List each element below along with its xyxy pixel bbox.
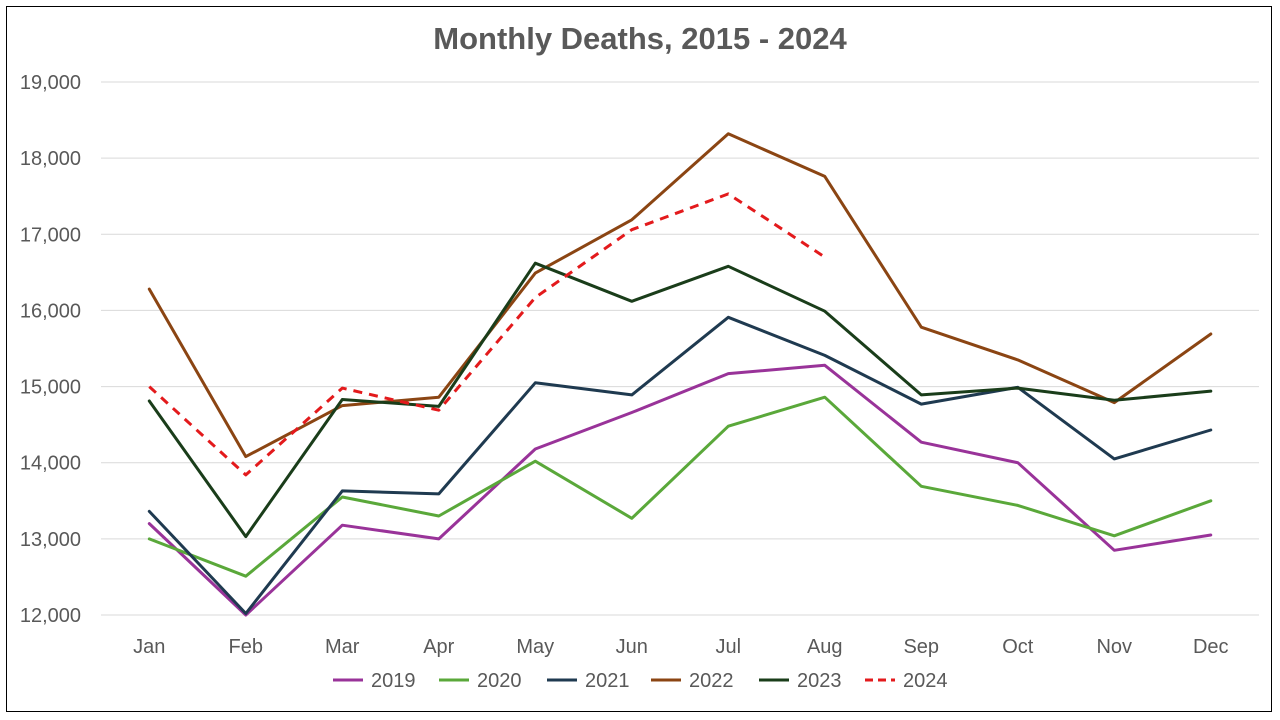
series-line-2019 [147, 363, 1213, 617]
series-line-2022 [147, 132, 1213, 459]
chart-frame: Monthly Deaths, 2015 - 2024 12,000 13,000… [6, 6, 1272, 712]
x-tick-label: Jul [715, 636, 741, 658]
legend-label: 2019 [371, 670, 416, 692]
legend-label: 2021 [585, 670, 630, 692]
series-line-2021 [147, 315, 1213, 615]
legend-label: 2023 [797, 670, 842, 692]
x-tick-label: Feb [229, 636, 263, 658]
line-chart: Monthly Deaths, 2015 - 2024 12,000 13,000… [20, 21, 1259, 692]
series-line-2024 [148, 192, 826, 477]
series-lines [147, 132, 1213, 617]
x-tick-label: Aug [807, 636, 843, 658]
y-tick-label: 16,000 [20, 300, 81, 322]
legend: 2019 2020 2021 2022 2023 2024 [333, 670, 948, 692]
y-tick-label: 15,000 [20, 377, 81, 399]
y-tick-label: 19,000 [20, 72, 81, 94]
x-tick-label: Nov [1096, 636, 1132, 658]
legend-label: 2022 [689, 670, 734, 692]
x-tick-label: May [516, 636, 554, 658]
x-tick-label: Apr [423, 636, 454, 658]
legend-label: 2020 [477, 670, 522, 692]
x-axis-tick-labels: Jan Feb Mar Apr May Jun Jul Aug Sep Oct Nov Dec [133, 636, 1228, 658]
x-tick-label: Oct [1002, 636, 1034, 658]
y-tick-label: 12,000 [20, 605, 81, 627]
y-tick-label: 17,000 [20, 224, 81, 246]
y-tick-label: 18,000 [20, 148, 81, 170]
chart-title: Monthly Deaths, 2015 - 2024 [433, 21, 847, 56]
y-tick-label: 14,000 [20, 453, 81, 475]
x-tick-label: Sep [903, 636, 939, 658]
x-tick-label: Jun [616, 636, 648, 658]
x-tick-label: Dec [1193, 636, 1229, 658]
y-axis-tick-labels: 12,000 13,000 14,000 15,000 16,000 17,000 18,0… [20, 72, 81, 627]
gridlines [101, 81, 1259, 616]
x-tick-label: Jan [133, 636, 165, 658]
series-line-2023 [147, 261, 1213, 539]
legend-label: 2024 [903, 670, 948, 692]
x-tick-label: Mar [325, 636, 360, 658]
y-tick-label: 13,000 [20, 529, 81, 551]
